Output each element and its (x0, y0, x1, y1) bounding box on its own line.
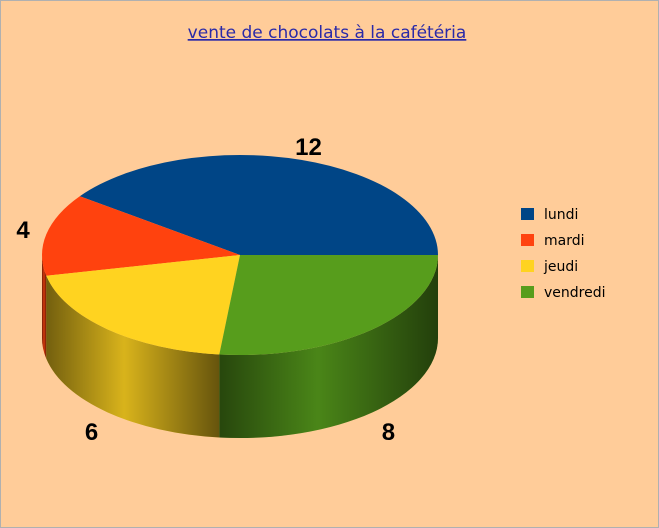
legend-swatch (521, 286, 534, 298)
legend-swatch (521, 208, 534, 220)
slice (42, 196, 241, 276)
slice-side-shade (219, 255, 438, 438)
data-label: 12 (295, 134, 322, 161)
slice (79, 155, 438, 255)
legend-label: jeudi (543, 259, 578, 275)
slice (219, 255, 438, 355)
legend-swatch (521, 234, 534, 246)
data-label: 6 (85, 419, 98, 446)
slice-side-shade (42, 255, 47, 359)
legend-label: mardi (544, 233, 585, 249)
legend-swatch (521, 260, 534, 272)
data-label: 8 (382, 419, 395, 446)
chart-title: vente de chocolats à la cafétéria (188, 23, 467, 43)
slice-side-shade (46, 275, 220, 438)
data-label: 4 (16, 217, 30, 244)
legend-label: vendredi (544, 285, 606, 301)
legend-label: lundi (544, 207, 578, 223)
slice (46, 255, 240, 355)
